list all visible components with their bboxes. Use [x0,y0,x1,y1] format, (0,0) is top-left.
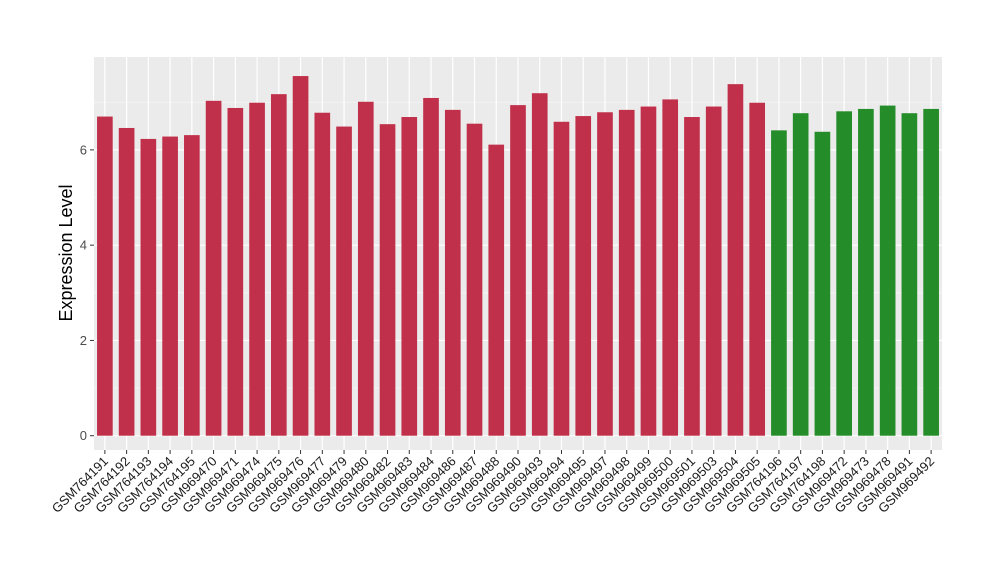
bars [97,76,939,436]
bar-GSM969499 [640,106,657,436]
bar-GSM969501 [684,117,700,436]
bar-GSM764192 [118,127,135,436]
bar-GSM969490 [510,105,526,436]
bar-GSM969503 [705,106,722,436]
y-tick-label: 0 [80,428,87,443]
bar-GSM969472 [836,111,852,436]
bar-GSM969477 [314,112,331,436]
bar-GSM969474 [249,102,265,436]
bar-GSM969486 [444,109,461,436]
bar-GSM969500 [662,99,679,436]
bar-GSM764193 [140,138,157,436]
bar-GSM969475 [270,94,287,436]
bar-GSM969482 [379,124,396,436]
bar-GSM764194 [162,136,178,436]
bar-GSM764198 [814,131,831,436]
bar-GSM969484 [423,97,439,436]
bar-GSM764197 [792,113,809,436]
y-tick-label: 6 [80,142,87,157]
bar-GSM969495 [575,116,592,436]
bar-GSM969497 [597,112,613,436]
bar-GSM969487 [466,123,483,436]
bar-GSM764195 [184,135,200,436]
bar-GSM969505 [749,102,766,436]
bar-GSM969491 [901,113,918,436]
y-axis: 0 2 4 6 [80,142,94,443]
y-axis-title: Expression Level [56,184,76,321]
bar-GSM969493 [531,93,548,436]
bar-GSM969476 [292,76,309,436]
bar-GSM969473 [858,108,874,436]
bar-GSM969479 [336,126,352,436]
bar-GSM969478 [879,105,896,436]
y-tick-label: 2 [80,333,87,348]
x-axis: GSM764191GSM764192GSM764193GSM764194GSM7… [49,450,937,516]
bar-GSM969483 [401,117,418,436]
bar-GSM764191 [97,116,113,436]
bar-GSM969471 [227,107,244,436]
bar-GSM764196 [771,130,787,436]
bar-GSM969498 [618,109,635,436]
bar-GSM969494 [553,121,570,436]
y-tick-label: 4 [80,238,87,253]
bar-GSM969470 [205,100,222,436]
bar-GSM969504 [727,84,744,436]
bar-GSM969492 [923,108,939,436]
bar-GSM969488 [488,144,505,436]
bar-GSM969480 [357,101,374,436]
